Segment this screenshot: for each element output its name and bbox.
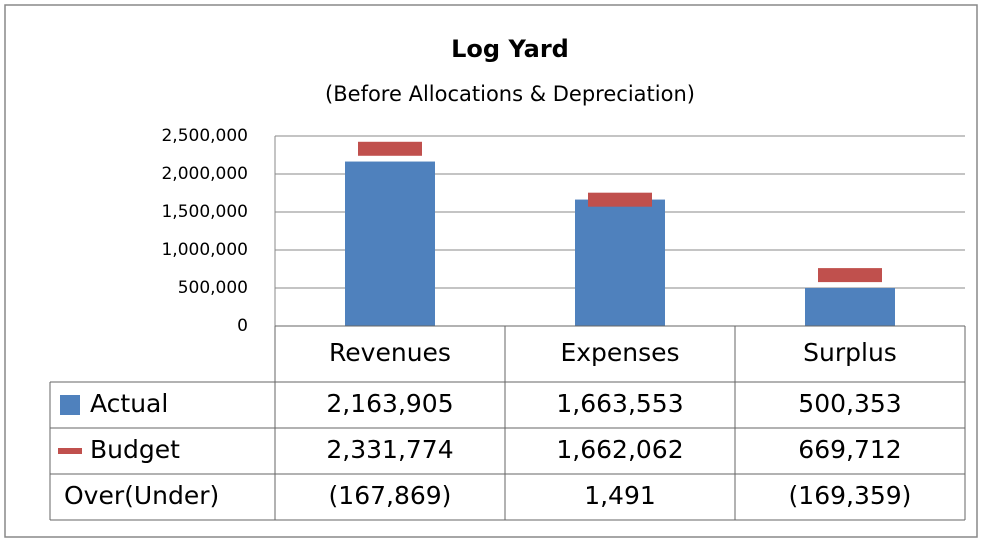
bar <box>805 287 895 326</box>
table-cell: (167,869) <box>329 481 452 510</box>
chart-subtitle: (Before Allocations & Depreciation) <box>325 82 695 106</box>
budget-marker <box>588 192 652 207</box>
y-tick-label: 2,500,000 <box>161 126 248 146</box>
legend-label: Budget <box>90 435 180 464</box>
legend-label: Actual <box>90 389 168 418</box>
bar <box>575 199 665 326</box>
table-cell: 2,331,774 <box>326 435 453 464</box>
y-tick-label: 2,000,000 <box>161 164 248 184</box>
y-tick-label: 1,000,000 <box>161 240 248 260</box>
chart-title: Log Yard <box>451 35 569 63</box>
budget-marker <box>818 268 882 283</box>
table-cell: 1,662,062 <box>556 435 683 464</box>
y-tick-label: 0 <box>237 316 248 336</box>
row-label: Over(Under) <box>64 481 219 510</box>
legend-key <box>60 395 80 415</box>
y-tick-label: 500,000 <box>178 278 248 298</box>
legend-key <box>58 448 82 454</box>
table-cell: 2,163,905 <box>326 389 453 418</box>
x-tick-label: Revenues <box>329 338 451 367</box>
bar <box>345 161 435 326</box>
table-cell: 1,491 <box>584 481 656 510</box>
x-tick-label: Expenses <box>560 338 679 367</box>
x-tick-label: Surplus <box>803 338 897 367</box>
budget-marker <box>358 141 422 156</box>
table-cell: (169,359) <box>789 481 912 510</box>
table-cell: 500,353 <box>798 389 901 418</box>
y-tick-label: 1,500,000 <box>161 202 248 222</box>
chart-frame <box>4 4 978 538</box>
table-cell: 1,663,553 <box>556 389 683 418</box>
table-cell: 669,712 <box>798 435 901 464</box>
